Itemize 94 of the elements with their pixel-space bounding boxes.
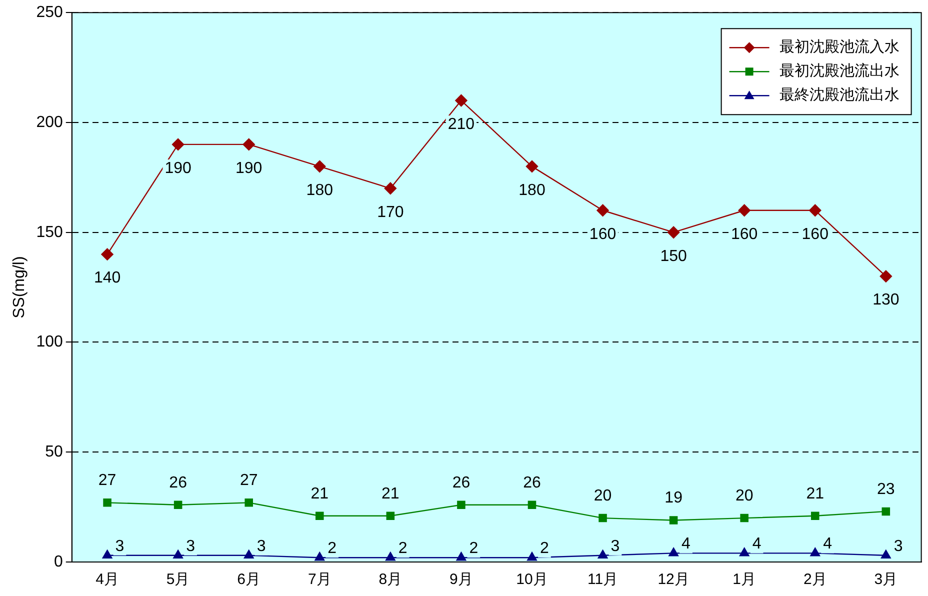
point [103,498,112,507]
x-tick-label: 4月 [96,571,119,588]
y-tick-label: 150 [36,224,63,241]
x-tick-label: 7月 [308,571,332,588]
point [880,550,891,559]
point [456,552,466,561]
point [528,500,536,509]
data-label: 170 [377,204,404,221]
x-tick-label: 12月 [658,571,690,588]
data-label: 3 [894,538,903,555]
data-label: 4 [823,536,832,553]
point [667,226,680,238]
data-label: 180 [518,182,546,199]
point [598,550,608,559]
point [384,182,397,195]
data-label: 150 [660,248,687,265]
x-tick-label: 2月 [803,571,827,588]
point [526,160,538,173]
data-label: 3 [186,538,196,555]
point [385,552,396,561]
x-tick-label: 9月 [450,571,473,588]
x-tick-label: 8月 [378,571,402,588]
point [668,548,678,556]
legend-label: 最初沈殿池流出水 [779,62,900,80]
point [314,160,326,173]
data-label: 4 [752,536,762,553]
point [455,94,468,107]
data-label: 160 [730,226,758,243]
data-label: 21 [806,485,824,502]
data-label: 21 [310,485,329,502]
data-label: 23 [877,480,895,498]
y-axis-title: SS(mg/l) [11,256,28,318]
y-tick-label: 200 [36,114,63,131]
data-label: 190 [164,160,192,177]
data-label: 2 [398,540,408,558]
data-label: 21 [382,485,400,502]
point [172,138,184,151]
point [173,550,183,559]
data-label: 160 [589,226,616,243]
data-label: 140 [94,270,121,287]
point [314,552,325,561]
point [810,548,820,556]
point [527,552,537,561]
point [101,248,114,260]
legend-label: 最終沈殿池流出水 [779,86,900,104]
point [598,514,607,522]
data-label: 3 [610,538,620,555]
y-tick-label: 100 [36,334,63,351]
data-label: 210 [448,116,475,133]
data-label: 160 [802,226,829,243]
point [880,270,892,282]
y-tick-label: 50 [45,444,63,461]
point [316,512,324,520]
data-label: 27 [240,472,258,490]
data-label: 4 [682,536,691,553]
data-label: 130 [872,292,900,309]
point [242,138,255,151]
point [739,548,750,556]
data-label: 27 [98,472,116,490]
data-label: 26 [523,474,541,492]
point [738,204,750,216]
point [596,204,609,216]
x-tick-label: 6月 [237,571,261,588]
data-label: 3 [256,538,266,555]
data-label: 19 [664,490,683,507]
point [810,512,820,520]
legend-label: 最初沈殿池流入水 [779,38,900,56]
point [882,507,890,516]
x-tick-label: 10月 [516,571,548,588]
data-label: 180 [306,182,334,199]
data-label: 190 [236,160,262,177]
x-tick-label: 3月 [874,571,898,588]
point [102,550,112,559]
point [386,512,395,520]
data-label: 26 [169,474,188,492]
point [669,516,678,524]
x-tick-label: 11月 [587,571,618,588]
point [457,500,466,509]
data-label: 20 [735,487,754,504]
point [740,514,748,522]
data-label: 2 [469,540,478,558]
point [174,500,182,509]
x-tick-label: 5月 [166,571,190,588]
data-label: 20 [594,487,612,504]
y-tick-label: 250 [36,4,63,22]
y-tick-label: 0 [54,553,63,570]
point [244,498,253,507]
point [809,204,822,216]
data-label: 2 [540,540,549,558]
data-label: 3 [115,538,124,555]
data-label: 26 [452,474,470,492]
x-tick-label: 1月 [732,571,756,588]
data-label: 2 [328,540,337,558]
point [244,550,254,559]
